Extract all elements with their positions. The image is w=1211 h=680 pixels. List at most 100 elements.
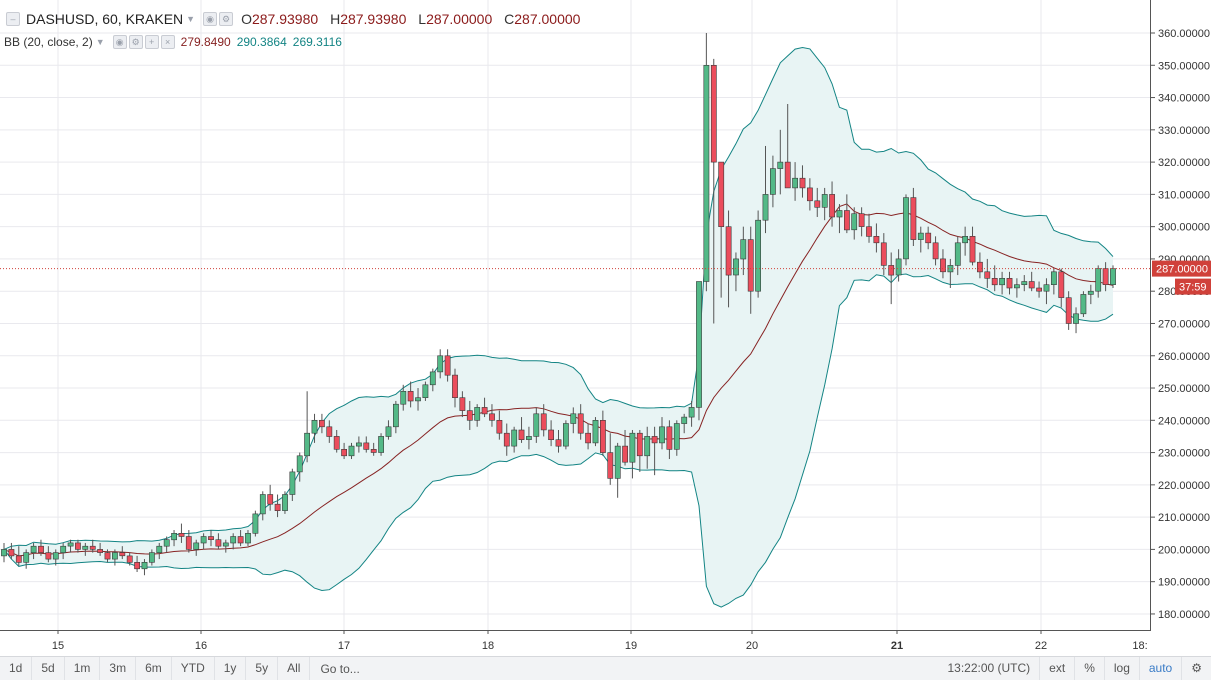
candle-body bbox=[799, 177, 806, 189]
collapse-legend-icon[interactable]: – bbox=[6, 12, 20, 26]
candle-body bbox=[1080, 294, 1087, 315]
price-chart[interactable]: 360.00000 350.00000 340.00000 330.00000 320.… bbox=[0, 0, 1211, 656]
price-tick-label: 240.00000 bbox=[1158, 415, 1210, 427]
timeframe-1y[interactable]: 1y bbox=[215, 657, 247, 680]
candle-body bbox=[991, 277, 998, 286]
candle-body bbox=[681, 416, 688, 424]
add-icon[interactable]: + bbox=[144, 35, 159, 49]
candle-body bbox=[806, 187, 813, 202]
candle-body bbox=[222, 542, 229, 547]
countdown-label: 37:59 bbox=[1179, 282, 1207, 294]
time-tick-label: 18: bbox=[1132, 640, 1147, 652]
settings-icon[interactable]: ⚙ bbox=[219, 12, 234, 26]
candle-body bbox=[407, 390, 414, 402]
price-tick-label: 210.00000 bbox=[1158, 512, 1210, 524]
candle-body bbox=[355, 442, 362, 447]
timeframe-3m[interactable]: 3m bbox=[100, 657, 137, 680]
timeframe-5d[interactable]: 5d bbox=[32, 657, 65, 680]
candle-body bbox=[392, 403, 399, 428]
price-tick-label: 180.00000 bbox=[1158, 609, 1210, 621]
candle-body bbox=[873, 236, 880, 244]
price-axis-background bbox=[1150, 0, 1211, 630]
candle-body bbox=[341, 448, 347, 457]
candle-body bbox=[311, 419, 318, 434]
ext-toggle[interactable]: ext bbox=[1039, 657, 1074, 680]
price-tick-label: 340.00000 bbox=[1158, 93, 1210, 105]
candle-body bbox=[1043, 284, 1050, 292]
candle-body bbox=[585, 432, 591, 444]
goto-button[interactable]: Go to... bbox=[320, 661, 360, 676]
candle-body bbox=[163, 539, 170, 547]
timeframe-5y[interactable]: 5y bbox=[246, 657, 279, 680]
candle-body bbox=[156, 545, 163, 554]
candle-body bbox=[747, 239, 754, 292]
clock-label[interactable]: 13:22:00 (UTC) bbox=[947, 661, 1031, 675]
candle-body bbox=[718, 161, 725, 228]
candle-body bbox=[15, 555, 22, 563]
candle-body bbox=[659, 426, 665, 444]
candle-body bbox=[666, 426, 673, 450]
candle-body bbox=[932, 242, 939, 260]
percent-toggle[interactable]: % bbox=[1074, 657, 1104, 680]
price-tick-label: 220.00000 bbox=[1158, 480, 1210, 492]
timeframe-ytd[interactable]: YTD bbox=[172, 657, 215, 680]
candle-body bbox=[688, 407, 695, 418]
candle-body bbox=[570, 413, 577, 424]
timeframe-1m[interactable]: 1m bbox=[65, 657, 101, 680]
symbol-title[interactable]: DASHUSD, 60, KRAKEN bbox=[26, 11, 184, 27]
candle-body bbox=[1073, 313, 1079, 324]
high-value: 287.93980 bbox=[340, 11, 407, 27]
candle-body bbox=[326, 426, 333, 437]
timeframe-all[interactable]: All bbox=[278, 657, 311, 680]
time-tick-label: 18 bbox=[482, 640, 494, 652]
candle-body bbox=[1065, 297, 1072, 324]
log-toggle[interactable]: log bbox=[1103, 657, 1139, 680]
candle-body bbox=[962, 236, 968, 244]
candle-body bbox=[104, 552, 111, 560]
candle-body bbox=[400, 390, 407, 405]
candle-body bbox=[296, 455, 303, 473]
candle-body bbox=[999, 277, 1005, 286]
candle-body bbox=[282, 494, 288, 511]
candle-body bbox=[777, 161, 784, 169]
last-price-tag bbox=[1152, 260, 1211, 277]
eye-icon[interactable]: ◉ bbox=[203, 12, 218, 26]
candle-body bbox=[895, 258, 902, 276]
last-price-label: 287.00000 bbox=[1156, 264, 1208, 276]
candle-body bbox=[75, 542, 81, 550]
candle-body bbox=[1028, 281, 1035, 289]
settings-icon[interactable]: ⚙ bbox=[128, 35, 143, 49]
candle-body bbox=[614, 445, 621, 479]
candle-body bbox=[378, 436, 384, 453]
gear-icon[interactable]: ⚙ bbox=[1181, 657, 1211, 680]
price-tick-label: 300.00000 bbox=[1158, 222, 1210, 234]
indicator-title[interactable]: BB (20, close, 2) bbox=[4, 35, 93, 49]
close-icon[interactable]: × bbox=[160, 35, 175, 49]
candle-body bbox=[126, 555, 133, 563]
timeframe-1d[interactable]: 1d bbox=[0, 657, 33, 680]
right-tools: 13:22:00 (UTC) ext % log auto ⚙ bbox=[938, 657, 1211, 680]
candle-body bbox=[267, 494, 274, 505]
auto-toggle[interactable]: auto bbox=[1138, 657, 1181, 680]
bb-lower-line bbox=[3, 273, 1114, 608]
time-tick-label: 20 bbox=[746, 640, 758, 652]
candle-body bbox=[45, 552, 52, 560]
chevron-down-icon[interactable]: ▼ bbox=[186, 14, 196, 24]
chevron-down-icon[interactable]: ▼ bbox=[95, 37, 105, 47]
candle-body bbox=[525, 436, 532, 440]
candle-body bbox=[8, 549, 15, 557]
candle-body bbox=[193, 542, 200, 550]
candle-body bbox=[141, 561, 148, 570]
candle-body bbox=[511, 429, 518, 447]
candle-body bbox=[696, 281, 702, 408]
candle-body bbox=[843, 210, 850, 231]
candle-body bbox=[178, 532, 185, 537]
candle-body bbox=[237, 536, 244, 544]
candle-body bbox=[740, 239, 747, 260]
eye-icon[interactable]: ◉ bbox=[112, 35, 127, 49]
candle-body bbox=[304, 432, 310, 457]
candle-body bbox=[134, 561, 140, 570]
candle-body bbox=[540, 413, 547, 431]
time-tick-label: 19 bbox=[625, 640, 637, 652]
timeframe-6m[interactable]: 6m bbox=[136, 657, 172, 680]
